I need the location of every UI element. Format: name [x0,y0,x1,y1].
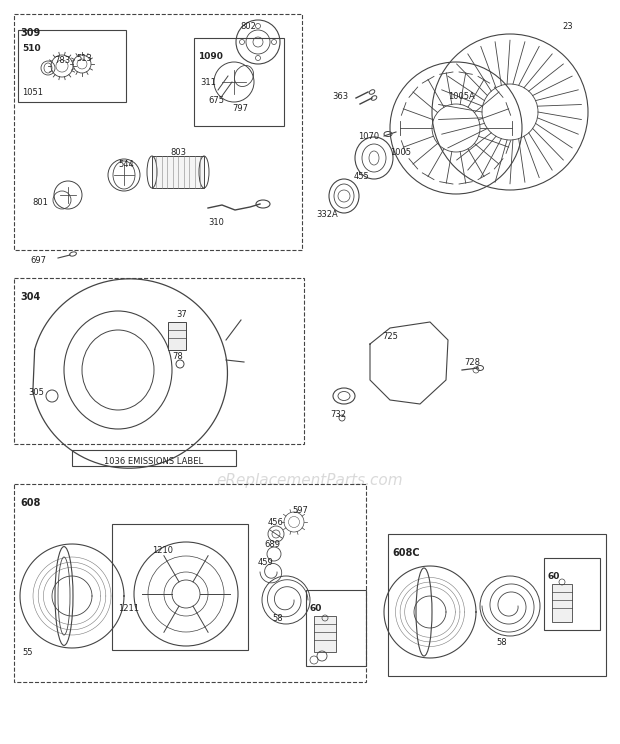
Text: 455: 455 [354,172,370,181]
Text: 332A: 332A [316,210,338,219]
Text: 803: 803 [170,148,186,157]
Bar [388,534,606,676]
Bar [168,322,186,350]
Text: 608: 608 [20,498,40,508]
Text: 1005: 1005 [390,148,411,157]
Text: 456: 456 [268,518,284,527]
Text: 1051: 1051 [22,88,43,97]
Text: 1005A: 1005A [448,92,475,101]
Text: 304: 304 [20,292,40,302]
Bar [152,156,204,188]
Text: 37: 37 [176,310,187,319]
Text: 608C: 608C [392,548,420,558]
Text: 58: 58 [496,638,507,647]
Text: 797: 797 [232,104,248,113]
Text: 310: 310 [208,218,224,227]
Text: 363: 363 [332,92,348,101]
Bar [14,484,366,682]
Text: 697: 697 [30,256,46,265]
Text: 55: 55 [22,648,32,657]
Text: 728: 728 [464,358,480,367]
Text: 597: 597 [292,506,308,515]
Text: 732: 732 [330,410,346,419]
Bar [194,38,284,126]
Text: 513: 513 [76,54,92,63]
Bar [18,30,126,102]
Text: 459: 459 [258,558,274,567]
Bar [306,590,366,666]
Text: 1211: 1211 [118,604,139,613]
Bar [72,450,236,466]
Text: 1090: 1090 [198,52,223,61]
Bar [544,558,600,630]
Bar [14,278,304,444]
Bar [552,584,572,622]
Bar [14,14,302,250]
Text: 689: 689 [264,540,280,549]
Text: 725: 725 [382,332,398,341]
Text: 58: 58 [272,614,283,623]
Bar [112,524,248,650]
Text: 305: 305 [28,388,44,397]
Text: 311: 311 [200,78,216,87]
Text: eReplacementParts.com: eReplacementParts.com [216,472,404,487]
Text: 783: 783 [54,56,70,65]
Bar [314,616,336,652]
Text: 544: 544 [118,160,134,169]
Text: 60: 60 [310,604,322,613]
Text: 1036 EMISSIONS LABEL: 1036 EMISSIONS LABEL [104,457,203,466]
Text: 60: 60 [548,572,560,581]
Text: 309: 309 [20,28,40,38]
Text: 801: 801 [32,198,48,207]
Text: 1210: 1210 [152,546,173,555]
Text: 675: 675 [208,96,224,105]
Text: 78: 78 [172,352,183,361]
Text: 1070: 1070 [358,132,379,141]
Text: 23: 23 [562,22,573,31]
Text: 510: 510 [22,44,41,53]
Text: 802: 802 [240,22,256,31]
